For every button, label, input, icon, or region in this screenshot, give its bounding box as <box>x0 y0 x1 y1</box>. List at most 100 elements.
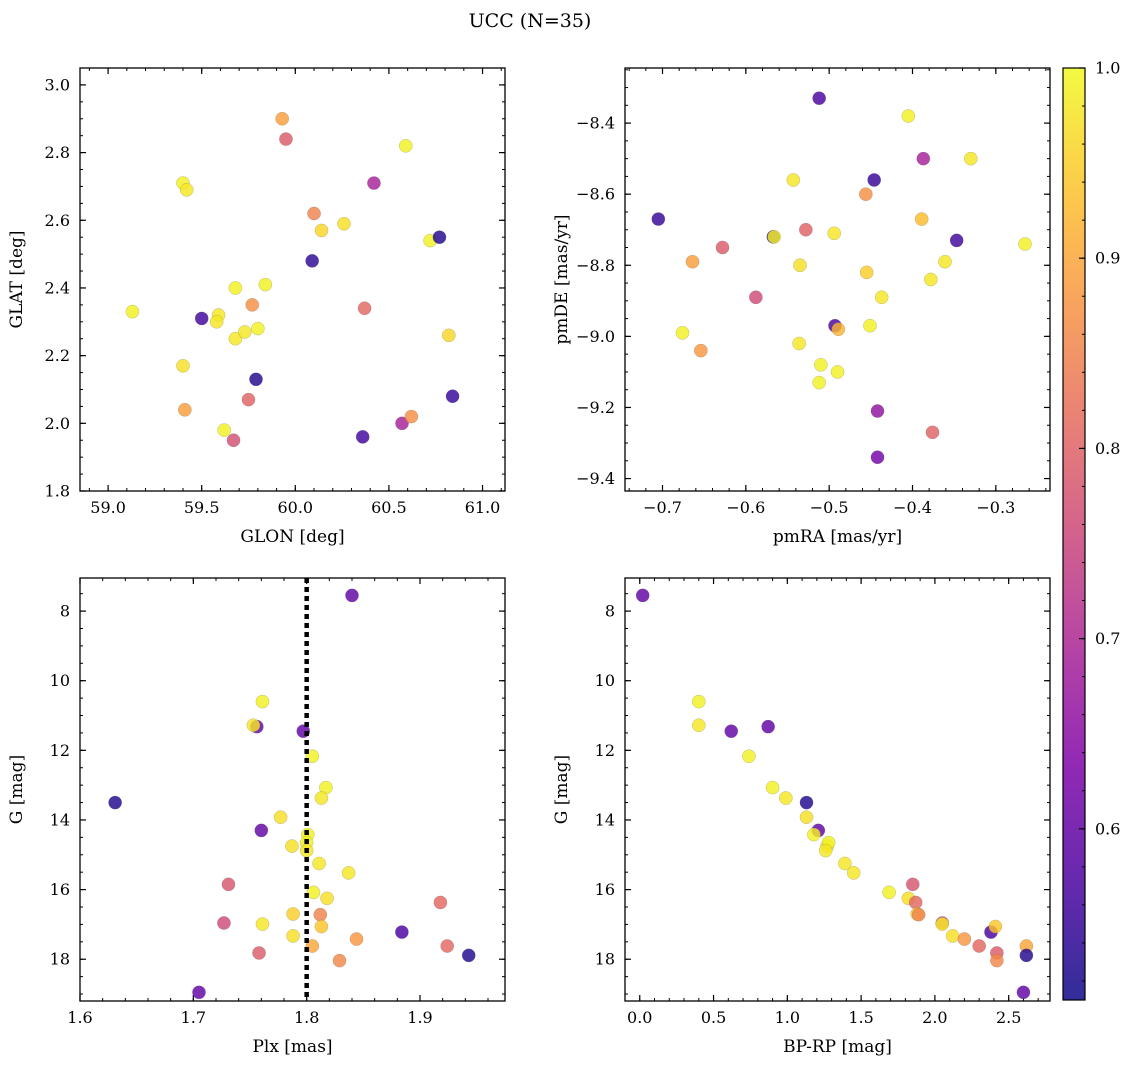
scatter-point <box>251 321 265 336</box>
scatter-point <box>176 358 190 373</box>
scatter-point <box>651 212 666 226</box>
scatter-point <box>938 254 952 269</box>
x-tick-label: 59.0 <box>90 498 126 517</box>
scatter-point <box>217 423 232 437</box>
x-tick-label: 1.0 <box>775 1008 800 1027</box>
y-tick-label: 2.2 <box>45 346 70 365</box>
scatter-point <box>404 409 419 424</box>
x-tick-label: 59.5 <box>184 498 220 517</box>
scatter-point <box>812 375 827 390</box>
scatter-point <box>812 91 827 106</box>
scatter-point <box>715 240 730 255</box>
scatter-point <box>252 946 266 960</box>
scatter-point <box>314 919 329 934</box>
scatter-point <box>312 856 326 871</box>
scatter-point <box>858 187 873 202</box>
scatter-point <box>367 176 381 190</box>
scatter-point <box>245 298 260 312</box>
scatter-point <box>1018 237 1032 251</box>
scatter-point <box>332 953 347 968</box>
scatter-point <box>249 372 263 387</box>
scatter-point <box>275 111 290 126</box>
points-layer <box>635 588 1034 1000</box>
scatter-point <box>305 749 320 764</box>
y-tick-label: −9.2 <box>576 398 615 417</box>
scatter-point <box>357 301 372 316</box>
panel-2: −0.7 −0.6 −0.5 −0.4 −0.3 −9.4 −9.2 −9.0 −8.8 −8.6… <box>552 67 1051 547</box>
scatter-point <box>793 258 807 273</box>
scatter-point <box>908 895 923 910</box>
scatter-point <box>1019 948 1034 963</box>
colorbar-tick-label: 0.9 <box>1095 249 1120 268</box>
y-tick-label: 16 <box>50 880 70 899</box>
points-layer <box>125 111 460 448</box>
scatter-point <box>433 895 448 910</box>
scatter-point <box>691 694 706 709</box>
scatter-point <box>945 929 960 943</box>
colorbar-tick-label: 0.6 <box>1095 819 1120 838</box>
scatter-point <box>432 230 447 245</box>
y-tick-label: −8.4 <box>576 114 615 133</box>
panel-3: 1.6 1.7 1.8 1.9 8 10 12 14 16 18 Plx [mas] G [mag] <box>7 577 506 1057</box>
scatter-point <box>957 932 972 946</box>
scatter-point <box>635 588 650 603</box>
x-tick-label: 60.5 <box>371 498 407 517</box>
scatter-point <box>226 433 241 448</box>
scatter-point <box>349 932 364 946</box>
scatter-point <box>306 885 321 900</box>
scatter-point <box>914 212 929 226</box>
x-axis-label: GLON [deg] <box>240 527 344 547</box>
colorbar-gradient <box>1062 67 1086 1001</box>
scatter-point <box>337 216 351 231</box>
scatter-point <box>441 328 456 343</box>
scatter-point <box>935 917 950 931</box>
scatter-point <box>867 173 882 187</box>
y-tick-label: 1.8 <box>45 482 70 501</box>
scatter-point <box>286 907 300 921</box>
scatter-point <box>818 843 833 858</box>
scatter-point <box>246 718 261 733</box>
scatter-point <box>1016 985 1031 1000</box>
scatter-point <box>398 138 413 153</box>
scatter-point <box>320 891 334 906</box>
y-tick-label: 8 <box>605 602 615 621</box>
scatter-point <box>255 917 270 931</box>
scatter-point <box>254 823 269 838</box>
scatter-point <box>792 336 807 351</box>
scatter-point <box>217 916 231 930</box>
scatter-point <box>923 272 938 287</box>
y-tick-label: −9.4 <box>576 469 615 488</box>
y-tick-label: 2.6 <box>45 211 70 230</box>
y-tick-label: 2.8 <box>45 143 70 162</box>
scatter-point <box>799 795 814 810</box>
x-tick-label: 1.6 <box>67 1008 92 1027</box>
scatter-point <box>882 885 896 900</box>
scatter-point <box>313 907 328 922</box>
scatter-point <box>285 839 299 853</box>
y-axis-label: GLAT [deg] <box>7 230 27 328</box>
x-tick-label: −0.6 <box>726 498 765 517</box>
figure-title: UCC (N=35) <box>469 10 592 32</box>
scatter-point <box>307 206 321 221</box>
scatter-point <box>241 392 256 407</box>
scatter-point <box>691 718 706 733</box>
scatter-point <box>228 331 243 346</box>
x-tick-label: 0.5 <box>701 1008 726 1027</box>
y-tick-label: −8.8 <box>576 256 615 275</box>
panel-1: 59.0 59.5 60.0 60.5 61.0 1.8 2.0 2.2 2.4 2.6 2.8 3.… <box>7 67 506 547</box>
x-tick-label: 2.5 <box>996 1008 1021 1027</box>
axes-frame <box>624 67 1051 492</box>
scatter-point <box>911 907 926 922</box>
scatter-point <box>192 985 206 1000</box>
scatter-point <box>831 322 846 337</box>
y-tick-label: 16 <box>595 880 615 899</box>
scatter-point <box>228 281 243 295</box>
scatter-point <box>209 314 224 329</box>
x-tick-label: 61.0 <box>465 498 501 517</box>
x-tick-label: 0.0 <box>627 1008 652 1027</box>
scatter-point <box>799 810 814 825</box>
y-tick-label: 18 <box>50 950 70 969</box>
scatter-point <box>807 827 821 842</box>
